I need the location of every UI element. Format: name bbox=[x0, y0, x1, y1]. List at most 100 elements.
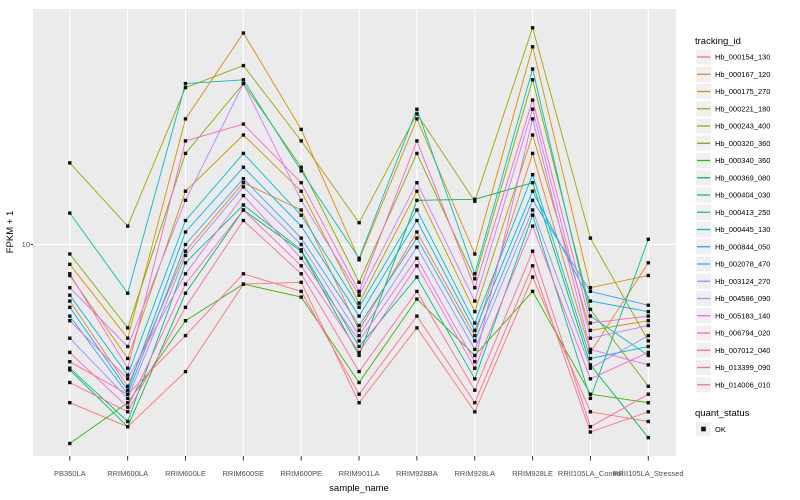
data-point bbox=[646, 363, 650, 367]
data-point bbox=[646, 392, 650, 396]
data-point bbox=[299, 224, 303, 228]
data-point bbox=[473, 197, 477, 201]
data-point bbox=[241, 185, 246, 189]
data-point bbox=[415, 230, 419, 234]
data-point bbox=[473, 328, 477, 333]
x-tick-label-RRII105LA_Stressed: RRII105LA_Stressed bbox=[613, 469, 683, 478]
legend-label: Hb_000404_030 bbox=[715, 191, 770, 200]
legend-item-Hb_007012_040: Hb_007012_040 bbox=[696, 342, 770, 358]
data-point bbox=[68, 286, 72, 290]
legend-item-Hb_004586_090: Hb_004586_090 bbox=[696, 291, 770, 306]
data-point bbox=[588, 363, 593, 367]
data-point bbox=[357, 293, 361, 297]
data-point bbox=[357, 328, 361, 333]
data-point bbox=[415, 264, 419, 268]
data-point bbox=[473, 401, 477, 405]
data-point bbox=[357, 301, 361, 305]
data-point bbox=[588, 289, 593, 294]
legend-item-Hb_000221_180: Hb_000221_180 bbox=[696, 101, 770, 117]
data-point bbox=[357, 401, 361, 405]
data-point bbox=[241, 81, 246, 86]
data-point bbox=[473, 360, 477, 364]
data-point bbox=[357, 380, 361, 385]
data-point bbox=[646, 309, 650, 314]
data-point bbox=[646, 273, 650, 278]
legend-item-Hb_000340_360: Hb_000340_360 bbox=[696, 153, 770, 168]
data-point bbox=[183, 272, 188, 276]
quant-status-ok-label: OK bbox=[715, 425, 726, 434]
data-point bbox=[68, 360, 72, 364]
data-point bbox=[183, 85, 188, 90]
data-point bbox=[68, 350, 72, 355]
data-point bbox=[530, 289, 535, 294]
legend-label: Hb_000340_360 bbox=[715, 156, 770, 165]
data-point bbox=[588, 350, 593, 355]
data-point bbox=[68, 368, 72, 372]
data-point bbox=[126, 291, 130, 295]
legend-label: Hb_002078_470 bbox=[715, 260, 770, 269]
data-point bbox=[357, 323, 361, 328]
x-tick-label-RRIM600PE: RRIM600PE bbox=[280, 469, 322, 478]
legend-item-Hb_000320_360: Hb_000320_360 bbox=[696, 135, 770, 151]
legend-item-Hb_005183_140: Hb_005183_140 bbox=[696, 308, 770, 324]
x-tick-label-RRII105LA_Control: RRII105LA_Control bbox=[558, 469, 623, 478]
data-point bbox=[299, 139, 303, 143]
data-point bbox=[530, 98, 535, 102]
data-point bbox=[530, 45, 535, 49]
legend-item-Hb_000844_050: Hb_000844_050 bbox=[696, 239, 770, 255]
data-point bbox=[183, 291, 188, 295]
data-point bbox=[530, 189, 535, 193]
data-point bbox=[241, 193, 246, 198]
data-point bbox=[68, 441, 72, 446]
data-point bbox=[357, 333, 361, 338]
data-point bbox=[530, 26, 535, 30]
data-point bbox=[299, 264, 303, 268]
data-point bbox=[646, 314, 650, 318]
data-point bbox=[183, 305, 188, 309]
data-point bbox=[588, 321, 593, 325]
data-point bbox=[241, 282, 246, 286]
data-point bbox=[473, 277, 477, 281]
legend-title-quant-status: quant_status bbox=[695, 408, 750, 419]
data-point bbox=[530, 275, 535, 279]
data-point bbox=[415, 117, 419, 121]
data-point bbox=[415, 236, 419, 240]
x-tick-label-RRIM928LA: RRIM928LA bbox=[454, 469, 495, 478]
data-point bbox=[415, 181, 419, 185]
data-point bbox=[646, 401, 650, 405]
data-point bbox=[68, 211, 72, 215]
data-point bbox=[588, 328, 593, 333]
data-point bbox=[357, 353, 361, 358]
data-point bbox=[357, 369, 361, 374]
data-point bbox=[473, 272, 477, 276]
data-point bbox=[588, 347, 593, 352]
data-point bbox=[183, 139, 188, 143]
data-point bbox=[241, 177, 246, 181]
x-tick-label-RRIM901LA: RRIM901LA bbox=[339, 469, 380, 478]
data-point bbox=[126, 356, 130, 361]
data-point bbox=[183, 249, 188, 253]
legend-label: Hb_000175_270 bbox=[715, 87, 770, 96]
legend-label: Hb_005183_140 bbox=[715, 311, 770, 320]
data-point bbox=[183, 369, 188, 374]
data-point bbox=[241, 151, 246, 156]
data-point bbox=[183, 242, 188, 247]
data-point bbox=[530, 264, 535, 268]
legend-item-Hb_000404_030: Hb_000404_030 bbox=[696, 187, 770, 203]
data-point bbox=[646, 333, 650, 338]
data-point bbox=[68, 161, 72, 165]
data-point bbox=[126, 392, 130, 396]
data-point bbox=[241, 272, 246, 276]
data-point bbox=[68, 272, 72, 276]
data-point bbox=[415, 218, 419, 223]
data-point bbox=[473, 353, 477, 358]
data-point bbox=[68, 305, 72, 309]
data-point bbox=[183, 230, 188, 234]
data-point bbox=[646, 419, 650, 424]
data-point bbox=[183, 282, 188, 286]
data-point bbox=[241, 133, 246, 137]
data-point bbox=[530, 213, 535, 217]
data-point bbox=[415, 151, 419, 156]
legend-label: Hb_000320_360 bbox=[715, 139, 770, 148]
